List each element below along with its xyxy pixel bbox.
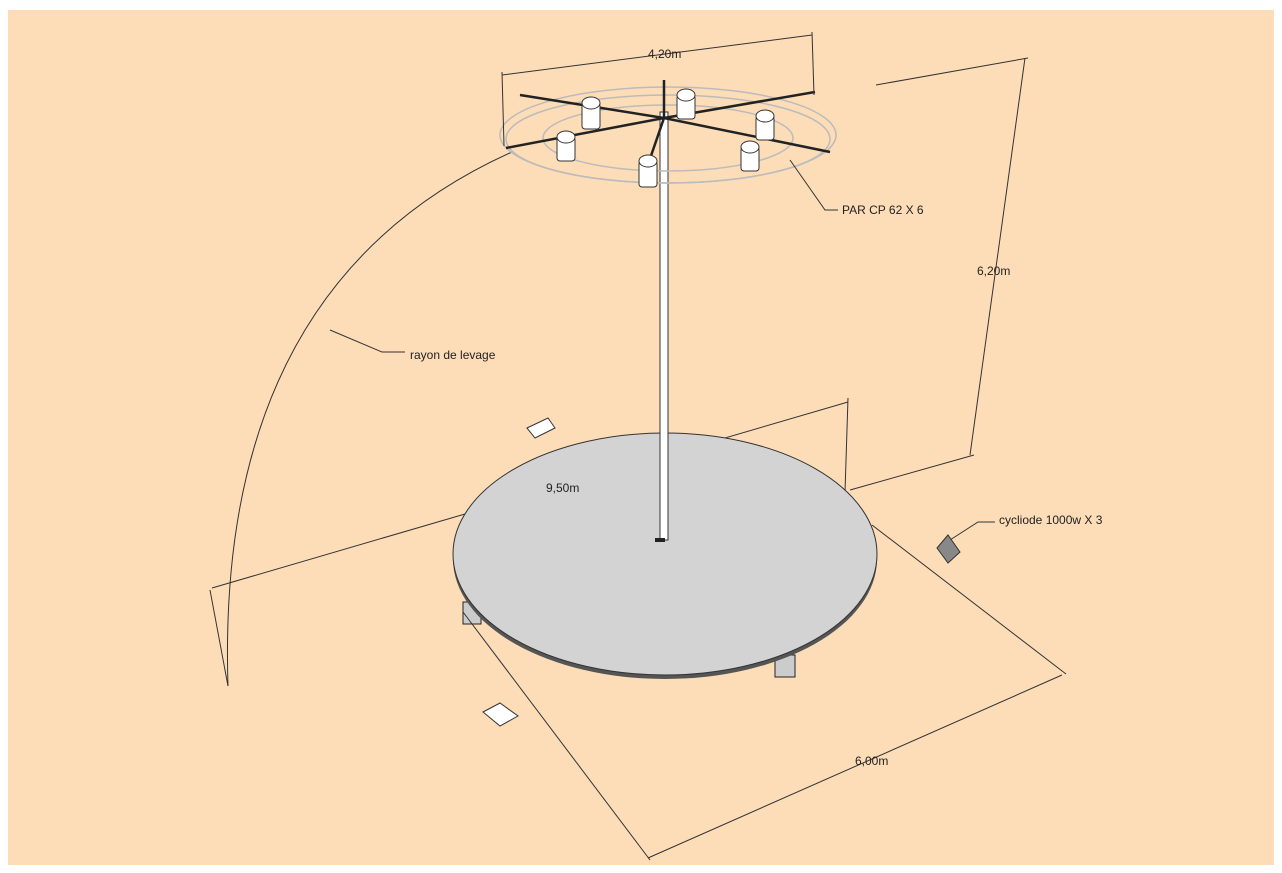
leader	[789, 159, 838, 211]
mast	[659, 111, 669, 541]
leader	[949, 521, 995, 541]
dimension-label: 9,50m	[546, 481, 579, 495]
dimension-420	[501, 31, 815, 147]
dimension-620	[849, 57, 1029, 491]
cycliode-lights	[482, 417, 961, 727]
dimension-label: 4,20m	[648, 47, 681, 61]
rig	[499, 80, 837, 184]
dimension-label: 6,00m	[855, 754, 888, 768]
annotation: rayon de levage	[410, 348, 496, 362]
par-lamps	[556, 88, 775, 188]
leader	[329, 329, 405, 353]
lift-arc	[226, 151, 513, 687]
annotation: cycliode 1000w X 3	[999, 513, 1103, 527]
dimension-label: 6,20m	[977, 264, 1010, 278]
annotation: PAR CP 62 X 6	[842, 203, 924, 217]
mast-base	[655, 538, 665, 542]
dimension-600	[462, 524, 1067, 861]
